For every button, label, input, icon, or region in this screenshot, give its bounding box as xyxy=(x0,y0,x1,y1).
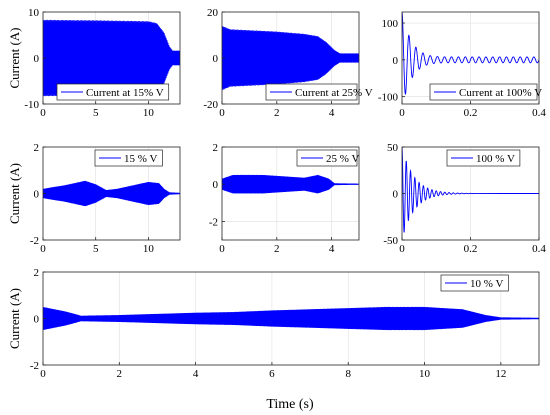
y-axis-label: Current (A) xyxy=(7,27,22,88)
y-tick-label: 50 xyxy=(387,142,399,154)
x-tick-label: 10 xyxy=(143,107,155,119)
x-tick-label: 12 xyxy=(495,368,506,380)
axes-frame xyxy=(221,146,360,241)
y-tick-label: 0 xyxy=(34,53,40,65)
legend-label: 10 % V xyxy=(470,278,503,290)
x-tick-label: 10 xyxy=(143,243,155,255)
y-tick-label: 2 xyxy=(213,142,219,154)
series-line xyxy=(43,306,539,331)
series-line xyxy=(43,19,180,97)
x-tick-label: 0 xyxy=(219,243,225,255)
x-tick-label: 8 xyxy=(345,368,351,380)
x-tick-label: 0.2 xyxy=(464,243,478,255)
x-tick-label: 0.4 xyxy=(532,107,546,119)
y-tick-label: 0 xyxy=(213,179,219,191)
x-tick-label: 4 xyxy=(329,243,335,255)
legend: 100 % V xyxy=(446,149,521,167)
x-tick-label: 10 xyxy=(419,368,431,380)
x-tick-label: 4 xyxy=(193,368,199,380)
series-line xyxy=(43,180,180,207)
y-tick-label: 2 xyxy=(34,142,40,154)
y-tick-label: -50 xyxy=(383,235,398,247)
x-tick-label: 6 xyxy=(269,368,275,380)
legend-label: Current at 100% V xyxy=(459,87,542,99)
legend-label: 15 % V xyxy=(124,153,157,165)
legend: Current at 100% V xyxy=(429,83,542,101)
y-tick-label: -20 xyxy=(203,99,218,111)
y-tick-label: -2 xyxy=(209,216,218,228)
legend-label: 100 % V xyxy=(476,153,515,165)
series-line xyxy=(222,174,359,194)
legend: Current at 15% V xyxy=(56,83,170,101)
series-line xyxy=(402,12,539,95)
legend-label: Current at 15% V xyxy=(86,87,164,99)
legend: 10 % V xyxy=(440,274,509,292)
y-axis-label: Current (A) xyxy=(7,163,22,224)
x-tick-label: 4 xyxy=(329,107,335,119)
y-axis-label: Current (A) xyxy=(7,288,22,349)
y-tick-label: 0 xyxy=(393,189,399,201)
x-tick-label: 0.2 xyxy=(464,107,478,119)
y-tick-label: -100 xyxy=(378,92,399,104)
legend: 15 % V xyxy=(94,149,163,167)
y-tick-label: -2 xyxy=(30,235,39,247)
x-tick-label: 0 xyxy=(399,107,405,119)
legend: Current at 25% V xyxy=(265,83,373,101)
x-tick-label: 2 xyxy=(274,107,280,119)
y-tick-label: -2 xyxy=(30,360,39,372)
panel-5: 0 2 4 -2 0 2 25 % V xyxy=(209,142,360,255)
x-tick-label: 5 xyxy=(93,107,99,119)
x-tick-label: 0.4 xyxy=(532,243,546,255)
legend-label: 25 % V xyxy=(326,153,359,165)
series-line xyxy=(402,147,539,233)
x-tick-label: 5 xyxy=(93,243,99,255)
x-tick-label: 0 xyxy=(399,243,405,255)
x-tick-label: 0 xyxy=(40,243,46,255)
legend: 25 % V xyxy=(296,149,359,167)
x-tick-label: 2 xyxy=(117,368,123,380)
y-tick-label: 100 xyxy=(382,18,399,30)
y-tick-label: 20 xyxy=(207,7,219,19)
x-tick-label: 0 xyxy=(219,107,225,119)
x-tick-label: 2 xyxy=(274,243,280,255)
series-line xyxy=(222,26,359,90)
x-tick-label: 0 xyxy=(40,368,46,380)
y-tick-label: 2 xyxy=(34,267,40,279)
legend-label: Current at 25% V xyxy=(295,87,373,99)
y-tick-label: 0 xyxy=(34,314,40,326)
y-tick-label: 0 xyxy=(393,55,399,67)
y-tick-label: 10 xyxy=(28,7,40,19)
shared-x-axis-label: Time (s) xyxy=(266,397,314,412)
x-tick-label: 0 xyxy=(40,107,46,119)
y-tick-label: 0 xyxy=(213,53,219,65)
y-tick-label: 0 xyxy=(34,189,40,201)
y-tick-label: -10 xyxy=(24,99,39,111)
